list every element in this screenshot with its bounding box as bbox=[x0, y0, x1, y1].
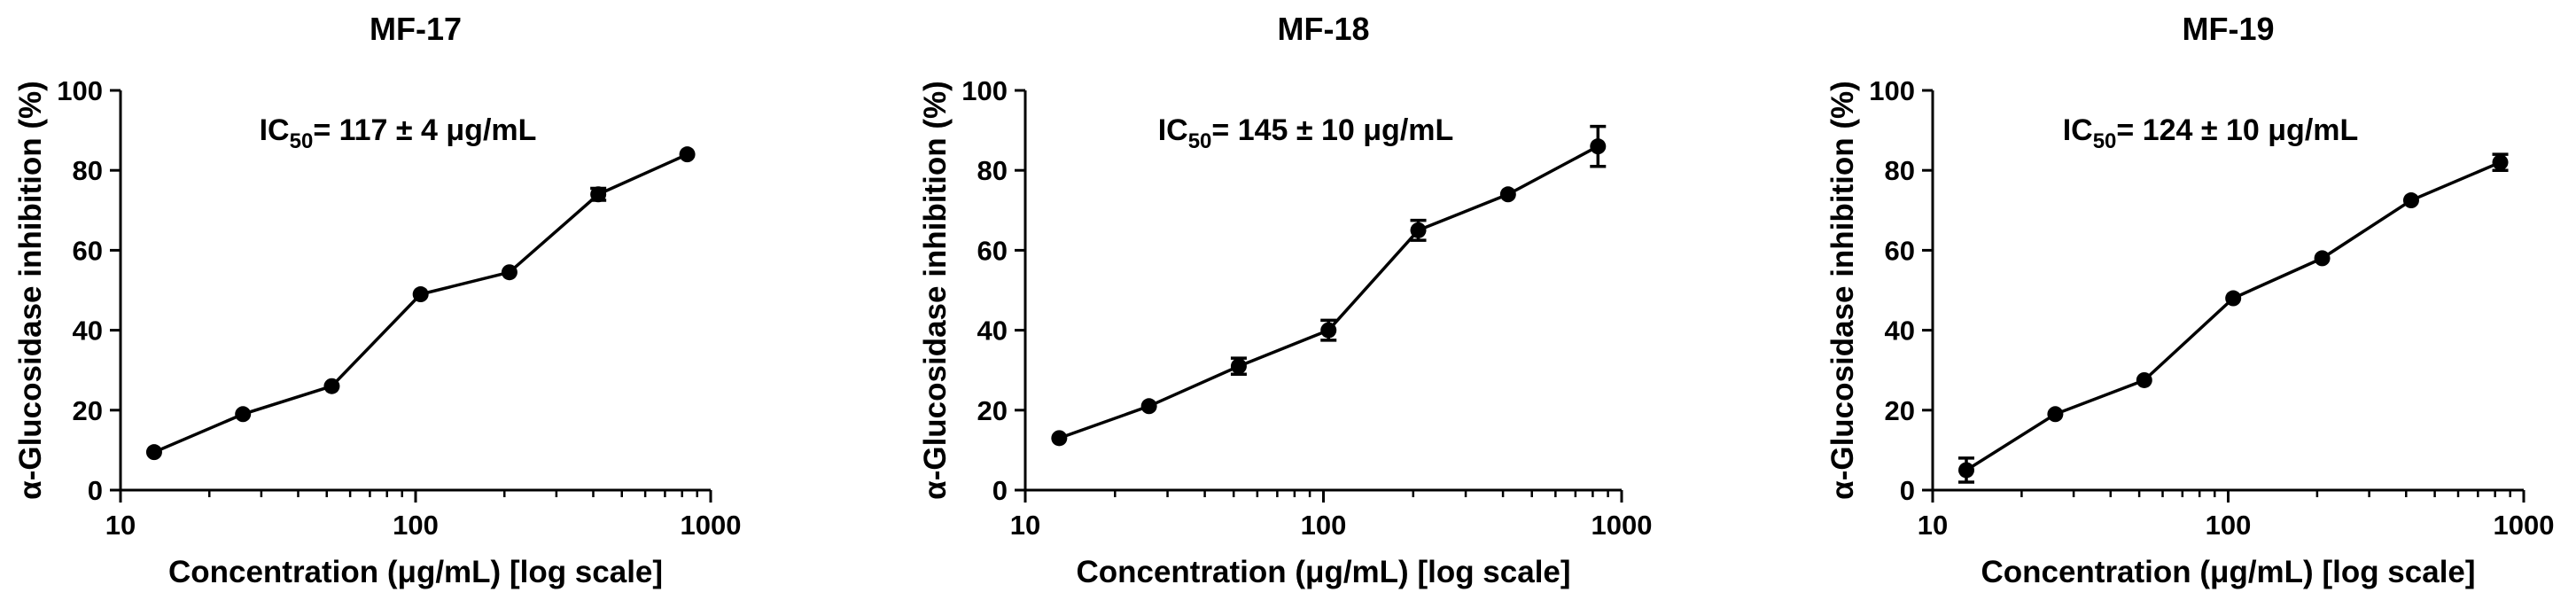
data-point bbox=[2492, 154, 2509, 171]
data-point bbox=[1230, 358, 1247, 375]
x-tick-label: 100 bbox=[393, 510, 439, 541]
data-point bbox=[2225, 290, 2242, 307]
y-tick-label: 100 bbox=[1869, 75, 1915, 106]
x-tick-label: 1000 bbox=[1592, 510, 1653, 541]
chart-title: MF-19 bbox=[2182, 11, 2274, 47]
chart-panel-2: MF-18 0 20 40 60 80 100 10 100 1000 Concentration … bbox=[918, 11, 1652, 589]
x-axis-label: Concentration (μg/mL) [log scale] bbox=[168, 555, 663, 589]
data-point bbox=[1590, 138, 1607, 155]
ic50-subscript: 50 bbox=[2093, 129, 2117, 153]
ic50-prefix: IC bbox=[2063, 113, 2093, 147]
y-tick-label: 0 bbox=[1900, 475, 1915, 506]
x-axis-label: Concentration (μg/mL) [log scale] bbox=[1076, 555, 1570, 589]
ic50-subscript: 50 bbox=[290, 129, 314, 153]
y-tick-label: 40 bbox=[977, 316, 1008, 347]
chart-panel-3: MF-19 0 20 40 60 80 100 10 100 1000 Concentration … bbox=[1825, 11, 2554, 589]
data-point bbox=[1051, 430, 1068, 447]
y-tick-label: 0 bbox=[88, 475, 103, 506]
ic50-value: = 145 ± 10 μg/mL bbox=[1211, 113, 1453, 147]
data-point bbox=[2047, 406, 2064, 423]
x-tick-label: 10 bbox=[1010, 510, 1040, 541]
ic50-prefix: IC bbox=[260, 113, 290, 147]
data-point bbox=[1320, 322, 1337, 339]
data-point bbox=[2314, 250, 2331, 267]
y-tick-label: 80 bbox=[977, 155, 1008, 186]
y-tick-label: 20 bbox=[1885, 395, 1915, 426]
y-tick-label: 20 bbox=[73, 395, 103, 426]
data-point bbox=[2402, 192, 2419, 209]
data-point bbox=[412, 286, 429, 303]
ic50-prefix: IC bbox=[1158, 113, 1188, 147]
y-tick-label: 60 bbox=[977, 235, 1008, 266]
data-point bbox=[1958, 462, 1974, 479]
series-line bbox=[153, 152, 689, 454]
ic50-value: = 117 ± 4 μg/mL bbox=[313, 113, 536, 147]
x-tick-label: 10 bbox=[1918, 510, 1948, 541]
chart-panel-1: MF-17 0 20 40 60 80 100 10 100 1000 Concentration … bbox=[13, 11, 741, 589]
data-point bbox=[1410, 222, 1427, 238]
ic50-value: = 124 ± 10 μg/mL bbox=[2116, 113, 2358, 147]
x-tick-label: 1000 bbox=[681, 510, 742, 541]
y-tick-label: 20 bbox=[977, 395, 1008, 426]
y-tick-label: 40 bbox=[73, 316, 103, 347]
data-point bbox=[323, 378, 340, 394]
chart-title: MF-17 bbox=[370, 11, 462, 47]
x-tick-label: 100 bbox=[1301, 510, 1347, 541]
y-axis-label: α-Glucosidase inhibition (%) bbox=[13, 81, 48, 500]
y-tick-label: 60 bbox=[1885, 235, 1915, 266]
y-tick-label: 60 bbox=[73, 235, 103, 266]
data-point bbox=[235, 406, 252, 423]
y-tick-label: 100 bbox=[961, 75, 1008, 106]
y-tick-label: 0 bbox=[992, 475, 1008, 506]
data-point bbox=[590, 186, 607, 203]
y-tick-label: 80 bbox=[1885, 155, 1915, 186]
ic50-subscript: 50 bbox=[1188, 129, 1212, 153]
ic50-annotation: IC50= 124 ± 10 μg/mL bbox=[2063, 113, 2359, 153]
series-line bbox=[1058, 144, 1599, 440]
data-point bbox=[2136, 371, 2152, 388]
y-tick-label: 80 bbox=[73, 155, 103, 186]
data-point bbox=[679, 146, 696, 163]
x-tick-label: 100 bbox=[2206, 510, 2252, 541]
x-axis-label: Concentration (μg/mL) [log scale] bbox=[1981, 555, 2475, 589]
chart-title: MF-18 bbox=[1277, 11, 1369, 47]
series-line bbox=[1965, 160, 2502, 471]
x-tick-label: 10 bbox=[105, 510, 136, 541]
data-point bbox=[1140, 398, 1157, 415]
x-tick-label: 1000 bbox=[2494, 510, 2555, 541]
y-tick-label: 100 bbox=[57, 75, 103, 106]
data-point bbox=[1499, 186, 1516, 203]
y-axis-label: α-Glucosidase inhibition (%) bbox=[1825, 81, 1860, 500]
ic50-annotation: IC50= 117 ± 4 μg/mL bbox=[260, 113, 537, 153]
data-point bbox=[145, 444, 162, 461]
y-tick-label: 40 bbox=[1885, 316, 1915, 347]
data-point bbox=[501, 264, 518, 281]
ic50-annotation: IC50= 145 ± 10 μg/mL bbox=[1158, 113, 1454, 153]
y-axis-label: α-Glucosidase inhibition (%) bbox=[918, 81, 953, 500]
